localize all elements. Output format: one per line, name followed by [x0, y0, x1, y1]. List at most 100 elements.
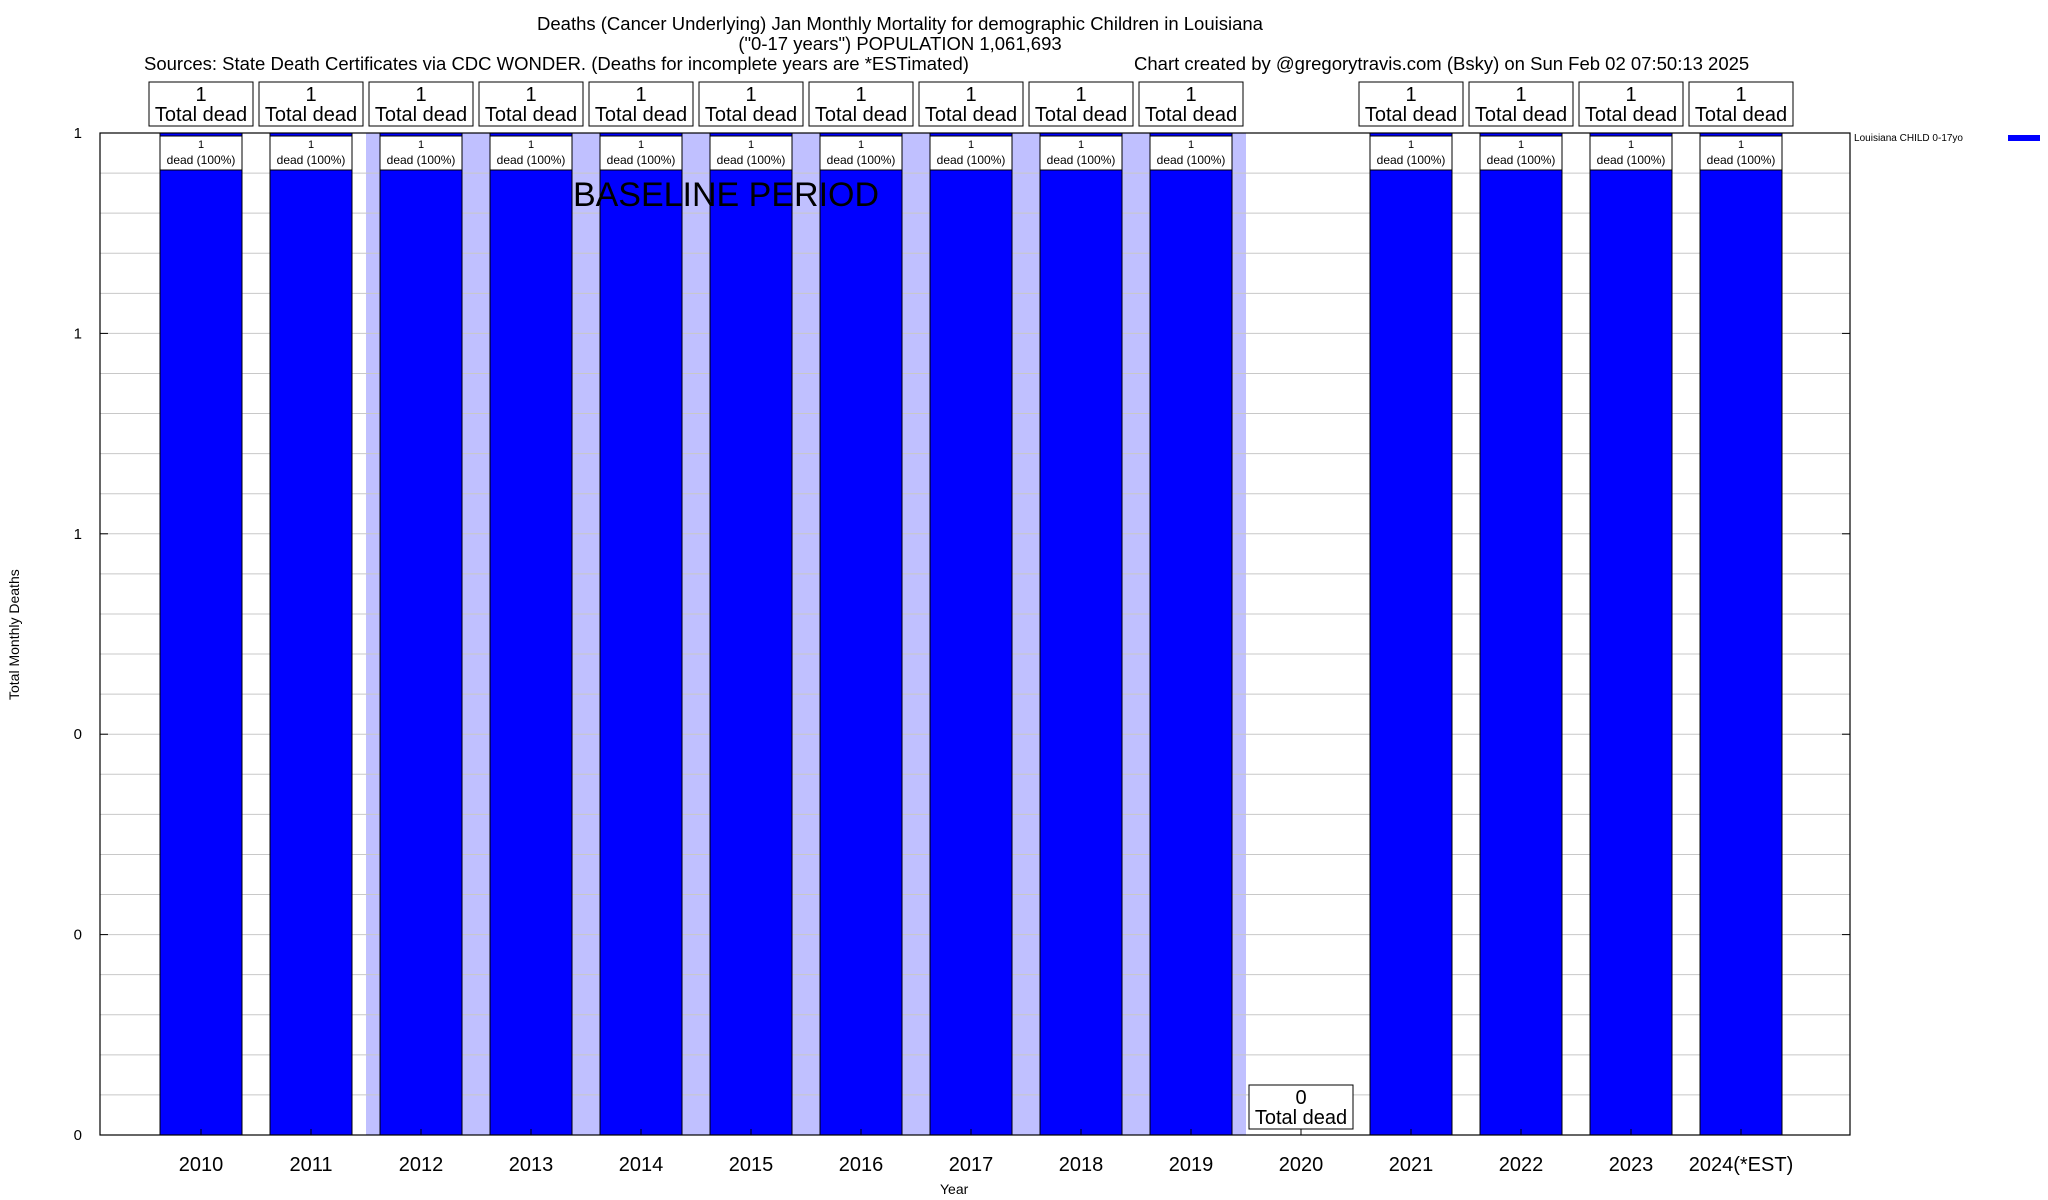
x-tick-label: 2019	[1169, 1154, 1214, 1176]
bar-inner-box	[269, 135, 353, 171]
total-dead-count: 1	[195, 84, 206, 106]
bar-inner-label: dead (100%)	[1597, 153, 1666, 167]
total-dead-box	[1028, 81, 1134, 127]
bar-inner-count: 1	[638, 139, 644, 151]
bar	[1369, 132, 1453, 1136]
total-dead-box	[698, 81, 804, 127]
bar-inner-label: dead (100%)	[1157, 153, 1226, 167]
total-dead-box	[368, 81, 474, 127]
total-dead-box	[1468, 81, 1574, 127]
sources-note: Sources: State Death Certificates via CD…	[144, 53, 969, 74]
total-dead-label: Total dead	[1475, 104, 1567, 126]
total-dead-box	[478, 81, 584, 127]
total-dead-box	[148, 81, 254, 127]
y-tick-label: 1	[74, 125, 82, 142]
total-dead-count: 1	[415, 84, 426, 106]
x-tick-label: 2020	[1279, 1154, 1324, 1176]
x-tick-label: 2012	[399, 1154, 444, 1176]
plot-frame	[99, 132, 1851, 1136]
total-dead-count: 1	[1185, 84, 1196, 106]
total-dead-label: Total dead	[485, 104, 577, 126]
total-dead-label: Total dead	[1695, 104, 1787, 126]
bar-inner-box	[1149, 135, 1233, 171]
bar	[1149, 132, 1233, 1136]
bar-inner-box	[1589, 135, 1673, 171]
bar	[929, 132, 1013, 1136]
total-dead-box	[918, 81, 1024, 127]
x-tick-label: 2013	[509, 1154, 554, 1176]
bar-inner-label: dead (100%)	[1707, 153, 1776, 167]
total-dead-label: Total dead	[1035, 104, 1127, 126]
bar-inner-count: 1	[748, 139, 754, 151]
y-tick-label: 1	[74, 325, 82, 342]
bar-inner-label: dead (100%)	[937, 153, 1006, 167]
total-dead-count: 1	[745, 84, 756, 106]
bar	[819, 132, 903, 1136]
bar-inner-box	[489, 135, 573, 171]
bar-inner-box	[1699, 135, 1783, 171]
bar-inner-box	[929, 135, 1013, 171]
bar-inner-box	[1039, 135, 1123, 171]
credit-note: Chart created by @gregorytravis.com (Bsk…	[1134, 53, 1750, 74]
baseline-period-annotation: BASELINE PERIOD	[573, 176, 879, 214]
bar-inner-count: 1	[418, 139, 424, 151]
total-dead-count: 1	[525, 84, 536, 106]
x-tick-label: 2011	[289, 1154, 332, 1176]
bar-inner-count: 1	[1738, 139, 1744, 151]
total-dead-count: 1	[855, 84, 866, 106]
legend-label: Louisiana CHILD 0-17yo	[1854, 133, 1963, 144]
x-tick-label: 2010	[179, 1154, 224, 1176]
bar-inner-box	[599, 135, 683, 171]
total-dead-label: Total dead	[925, 104, 1017, 126]
total-dead-label: Total dead	[1585, 104, 1677, 126]
bar	[1039, 132, 1123, 1136]
bar-inner-count: 1	[968, 139, 974, 151]
bar-inner-label: dead (100%)	[1047, 153, 1116, 167]
total-dead-count: 1	[965, 84, 976, 106]
bar-inner-label: dead (100%)	[607, 153, 676, 167]
bar-inner-count: 1	[1188, 139, 1194, 151]
total-dead-box	[588, 81, 694, 127]
total-dead-label: Total dead	[705, 104, 797, 126]
bar	[379, 132, 463, 1136]
x-tick-label: 2017	[949, 1154, 994, 1176]
y-tick-label: 1	[74, 526, 82, 543]
bar-inner-box	[159, 135, 243, 171]
bar	[1699, 132, 1783, 1136]
total-dead-box	[1248, 1084, 1354, 1130]
total-dead-box	[808, 81, 914, 127]
chart-subtitle: ("0-17 years") POPULATION 1,061,693	[738, 33, 1062, 54]
x-tick-label: 2023	[1609, 1154, 1654, 1176]
total-dead-label: Total dead	[265, 104, 357, 126]
bar	[599, 132, 683, 1136]
x-tick-label: 2022	[1499, 1154, 1544, 1176]
bar-inner-count: 1	[1408, 139, 1414, 151]
total-dead-count: 1	[635, 84, 646, 106]
bar	[1589, 132, 1673, 1136]
total-dead-box	[1688, 81, 1794, 127]
bar-inner-box	[1369, 135, 1453, 171]
bar-inner-count: 1	[198, 139, 204, 151]
total-dead-label: Total dead	[1365, 104, 1457, 126]
bar-inner-label: dead (100%)	[497, 153, 566, 167]
y-tick-label: 0	[74, 726, 82, 743]
bar-inner-count: 1	[528, 139, 534, 151]
x-tick-label: 2015	[729, 1154, 774, 1176]
bar-inner-count: 1	[308, 139, 314, 151]
total-dead-box	[1358, 81, 1464, 127]
y-tick-label: 0	[74, 927, 82, 944]
bar-inner-label: dead (100%)	[387, 153, 456, 167]
bar-inner-label: dead (100%)	[717, 153, 786, 167]
bar-inner-box	[1479, 135, 1563, 171]
bar-inner-count: 1	[1078, 139, 1084, 151]
total-dead-count: 1	[1735, 84, 1746, 106]
bar-inner-count: 1	[1518, 139, 1524, 151]
bar	[159, 132, 243, 1136]
total-dead-count: 0	[1295, 1087, 1306, 1109]
x-axis-label: Year	[940, 1181, 969, 1197]
bar-inner-label: dead (100%)	[1377, 153, 1446, 167]
bar-inner-label: dead (100%)	[827, 153, 896, 167]
bar-inner-box	[709, 135, 793, 171]
total-dead-count: 1	[1625, 84, 1636, 106]
